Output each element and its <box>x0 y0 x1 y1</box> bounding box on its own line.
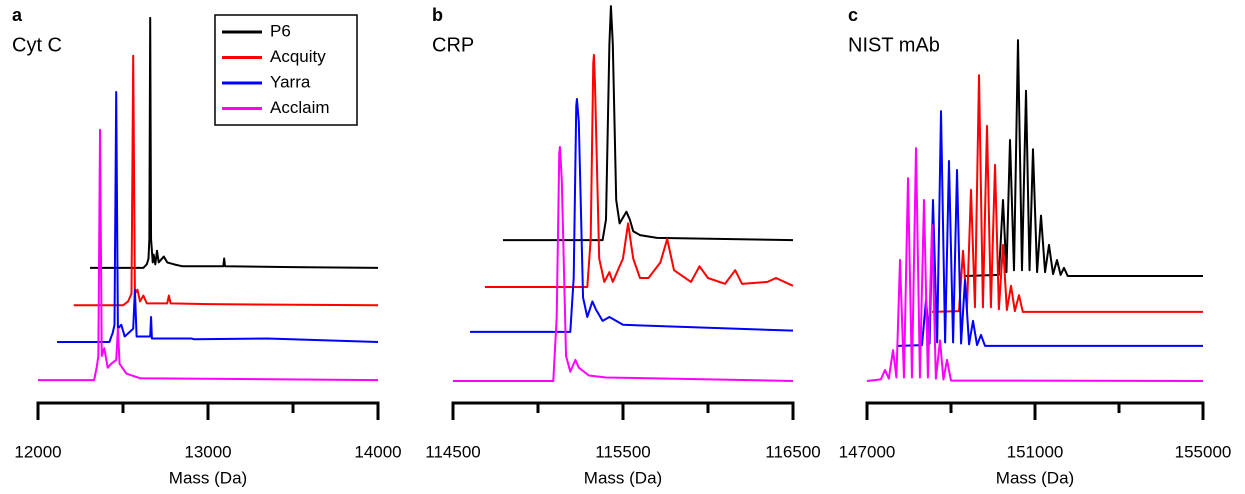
legend-label: Acclaim <box>270 98 330 117</box>
panel-label: a <box>12 5 23 25</box>
x-axis-label: Mass (Da) <box>169 468 247 487</box>
legend-label: Acquity <box>270 47 326 66</box>
spectrum-line <box>453 145 794 382</box>
x-tick-label: 13000 <box>184 442 231 461</box>
spectrum-line <box>38 128 379 382</box>
x-axis-label: Mass (Da) <box>996 468 1074 487</box>
x-tick-label: 151000 <box>1007 442 1064 461</box>
spectrum-line <box>866 147 1204 382</box>
x-tick-label: 147000 <box>839 442 896 461</box>
x-axis-label: Mass (Da) <box>584 468 662 487</box>
spectrum-line <box>964 39 1203 278</box>
spectrum-line <box>502 5 794 242</box>
spectrum-line <box>470 97 794 333</box>
panel-label: c <box>848 5 858 25</box>
x-tick-label: 114500 <box>425 442 480 461</box>
spectrum-line <box>897 110 1203 347</box>
legend-label: Yarra <box>270 72 311 91</box>
panel-title: NIST mAb <box>848 34 940 56</box>
panel-label: b <box>432 5 443 25</box>
spectrum-line <box>73 54 379 307</box>
spectrum-line <box>57 90 379 343</box>
legend-label: P6 <box>270 21 291 40</box>
legend: P6 Acquity Yarra Acclaim <box>214 14 358 126</box>
x-tick-label: 12000 <box>14 442 61 461</box>
panel-title: CRP <box>432 34 474 56</box>
x-tick-label: 116500 <box>765 442 820 461</box>
x-tick-label: 155000 <box>1175 442 1232 461</box>
x-tick-label: 14000 <box>354 442 401 461</box>
spectrum-line <box>484 53 794 288</box>
panel-title: Cyt C <box>12 34 62 56</box>
x-tick-label: 115500 <box>595 442 650 461</box>
spectrum-line <box>90 16 379 269</box>
